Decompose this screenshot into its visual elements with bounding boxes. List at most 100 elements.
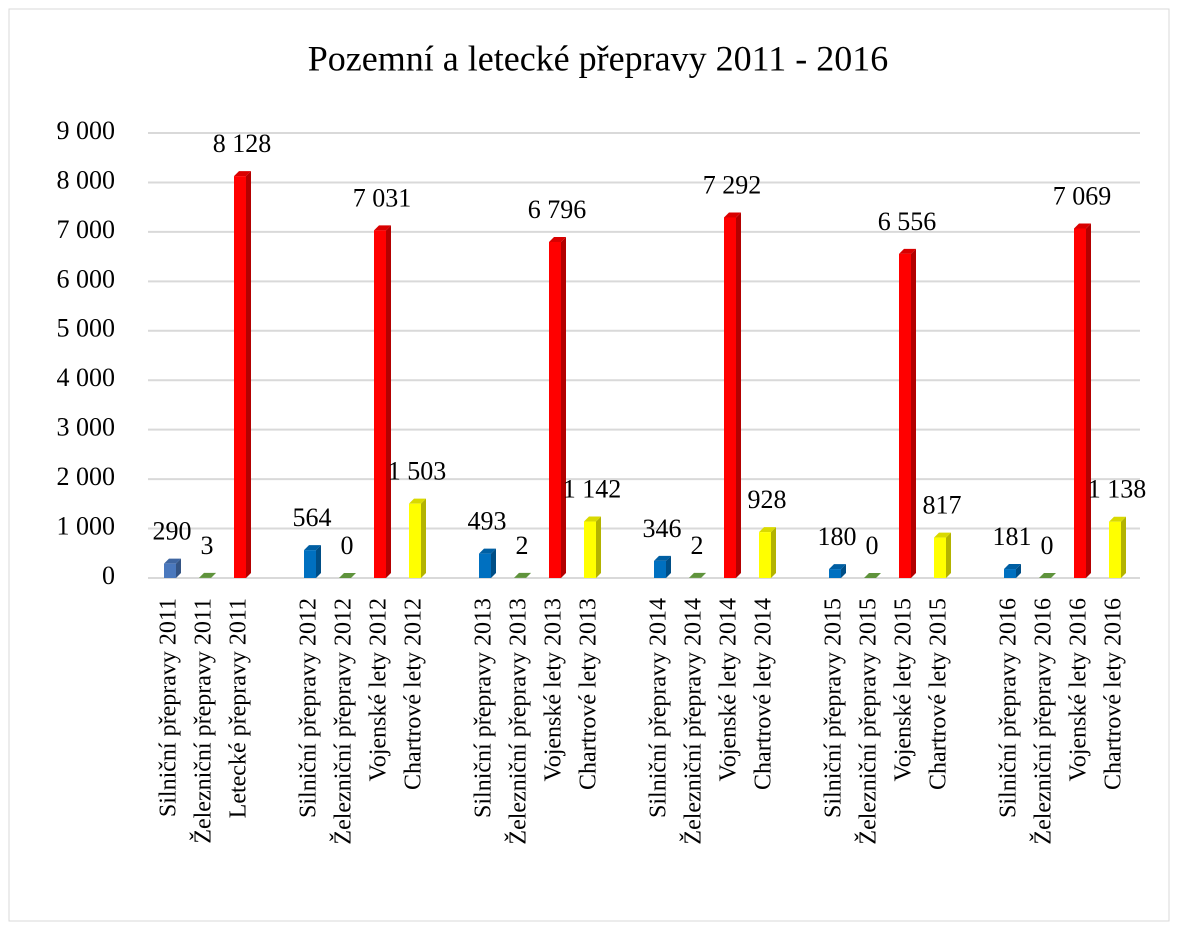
bar — [234, 176, 246, 579]
x-tick-label: Železniční přepravy 2015 — [856, 598, 882, 845]
y-tick-label: 5 000 — [57, 314, 116, 343]
y-tick-label: 3 000 — [57, 413, 116, 442]
bar-top — [1074, 223, 1091, 229]
bar-side — [736, 212, 741, 578]
y-tick-label: 7 000 — [57, 215, 116, 244]
bar-side — [491, 548, 496, 578]
bar-side — [771, 527, 776, 578]
bar-top — [1109, 516, 1126, 522]
data-label: 493 — [468, 507, 507, 536]
bar-top — [479, 548, 496, 554]
bar-top — [374, 225, 391, 231]
bar-side — [1121, 516, 1126, 578]
x-tick-label: Železniční přepravy 2016 — [1031, 598, 1057, 845]
bar-top — [654, 555, 671, 561]
bar-top — [864, 573, 881, 578]
bar-top — [759, 527, 776, 533]
x-tick-label: Železniční přepravy 2011 — [191, 598, 217, 844]
data-label: 0 — [866, 531, 879, 560]
x-tick-label: Vojenské lety 2014 — [716, 598, 742, 782]
data-label: 564 — [293, 503, 332, 532]
bar-side — [176, 558, 181, 578]
bar-side — [246, 171, 251, 579]
data-label: 7 031 — [353, 183, 412, 212]
x-tick-label: Silniční přepravy 2016 — [996, 598, 1022, 818]
bar-top — [724, 212, 741, 218]
x-tick-label: Chartrové lety 2015 — [926, 598, 952, 790]
data-label: 7 292 — [703, 170, 762, 199]
bar-side — [946, 532, 951, 578]
x-tick-label: Chartrové lety 2014 — [751, 598, 777, 790]
bar — [1004, 569, 1016, 578]
bar — [164, 563, 176, 578]
data-label: 1 503 — [388, 457, 447, 486]
data-label: 6 556 — [878, 207, 937, 236]
bar — [829, 569, 841, 578]
data-label: 181 — [993, 522, 1032, 551]
bar-top — [584, 516, 601, 522]
bar-top — [549, 236, 566, 242]
x-tick-label: Železniční přepravy 2012 — [331, 598, 357, 845]
bar — [654, 560, 666, 578]
data-label: 180 — [818, 522, 857, 551]
bar — [549, 241, 561, 578]
x-tick-label: Silniční přepravy 2014 — [646, 598, 672, 818]
x-tick-label: Chartrové lety 2012 — [401, 598, 427, 790]
bar-side — [316, 545, 321, 578]
bar-side — [421, 498, 426, 578]
x-tick-label: Letecké přepravy 2011 — [226, 598, 252, 818]
data-label: 6 796 — [528, 195, 587, 224]
x-tick-label: Vojenské lety 2013 — [541, 598, 567, 782]
x-tick-label: Silniční přepravy 2013 — [471, 598, 497, 818]
y-tick-label: 2 000 — [57, 462, 116, 491]
data-label: 346 — [643, 514, 682, 543]
x-tick-label: Silniční přepravy 2011 — [156, 598, 182, 817]
bar-side — [526, 572, 531, 578]
data-label: 928 — [748, 485, 787, 514]
y-tick-label: 4 000 — [57, 363, 116, 392]
data-label: 817 — [923, 491, 962, 520]
chart-frame — [8, 8, 1170, 922]
bar-top — [304, 545, 321, 551]
data-label: 3 — [201, 531, 214, 560]
bar — [1109, 521, 1121, 578]
bar — [1074, 228, 1086, 578]
y-tick-label: 9 000 — [57, 116, 116, 145]
bar — [899, 253, 911, 578]
bar-top — [164, 558, 181, 564]
data-label: 0 — [341, 531, 354, 560]
bar — [409, 503, 421, 578]
bar — [374, 230, 386, 578]
data-label: 7 069 — [1053, 181, 1112, 210]
data-label: 8 128 — [213, 129, 272, 158]
bar — [759, 532, 771, 578]
y-tick-label: 0 — [102, 561, 115, 590]
bar-top — [514, 572, 531, 578]
y-tick-label: 1 000 — [57, 512, 116, 541]
x-tick-label: Silniční přepravy 2012 — [296, 598, 322, 818]
x-tick-label: Vojenské lety 2012 — [366, 598, 392, 782]
bar — [479, 553, 491, 578]
x-tick-label: Železniční přepravy 2014 — [681, 598, 707, 845]
bar-side — [701, 572, 706, 578]
x-tick-label: Silniční přepravy 2015 — [821, 598, 847, 818]
bar-top — [409, 498, 426, 504]
data-label: 2 — [516, 531, 529, 560]
data-label: 290 — [153, 517, 192, 546]
chart-title: Pozemní a letecké přepravy 2011 - 2016 — [308, 38, 888, 78]
bar-side — [561, 236, 566, 578]
bar — [724, 217, 736, 578]
bar-side — [596, 516, 601, 578]
bar-top — [339, 573, 356, 578]
bar-side — [1086, 223, 1091, 578]
bar-top — [234, 171, 251, 177]
bar — [304, 550, 316, 578]
x-tick-label: Vojenské lety 2016 — [1066, 598, 1092, 782]
data-label: 2 — [691, 531, 704, 560]
bar-top — [1004, 564, 1021, 570]
data-label: 1 142 — [563, 475, 622, 504]
x-tick-label: Chartrové lety 2013 — [576, 598, 602, 790]
data-label: 1 138 — [1088, 475, 1147, 504]
bar-top — [689, 572, 706, 578]
x-tick-label: Železniční přepravy 2013 — [506, 598, 532, 845]
